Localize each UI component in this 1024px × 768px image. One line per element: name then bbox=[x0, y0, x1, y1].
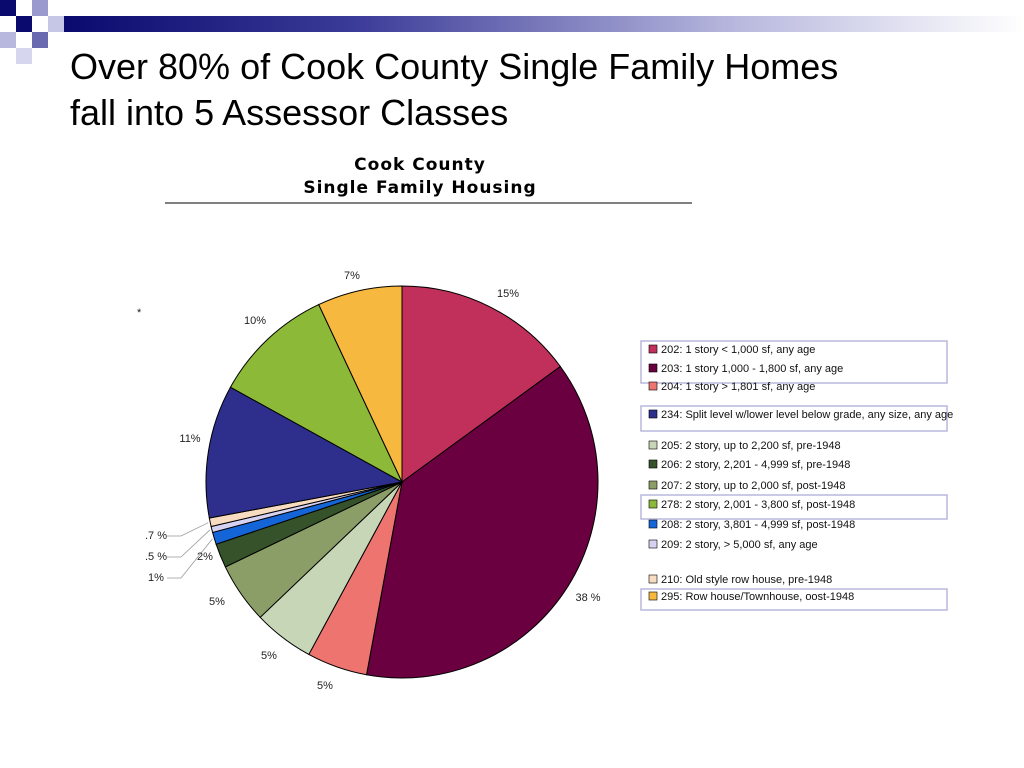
legend-label-207: 207: 2 story, up to 2,000 sf, post-1948 bbox=[661, 480, 845, 492]
chart-title: Cook County bbox=[354, 155, 486, 175]
leader-line-210 bbox=[167, 522, 209, 537]
slice-label-202: 15% bbox=[497, 288, 519, 300]
slice-label-203: 38 % bbox=[575, 592, 600, 604]
leader-line-208 bbox=[167, 538, 213, 579]
legend-label-234: 234: Split level w/lower level below gra… bbox=[661, 409, 953, 421]
corner-square-3 bbox=[16, 16, 32, 32]
slice-label-210: .7 % bbox=[145, 530, 167, 542]
pie-slice-278 bbox=[229, 303, 404, 484]
corner-square-5 bbox=[0, 32, 16, 48]
slice-label-295: 7% bbox=[344, 270, 360, 282]
pie-slices bbox=[205, 285, 599, 679]
slice-label-209: .5 % bbox=[145, 551, 167, 563]
leader-lines bbox=[167, 522, 213, 579]
slide-title-line-1: Over 80% of Cook County Single Family Ho… bbox=[70, 46, 839, 87]
legend-group-box bbox=[640, 340, 948, 384]
legend-swatch-295 bbox=[648, 591, 658, 601]
slice-label-278: 10% bbox=[244, 315, 266, 327]
slice-label-208: 1% bbox=[148, 572, 164, 584]
title-accent-bar bbox=[64, 16, 1024, 32]
legend-label-202: 202: 1 story < 1,000 sf, any age bbox=[661, 344, 815, 356]
legend-swatch-202 bbox=[648, 344, 658, 354]
chart-subtitle: Single Family Housing bbox=[303, 178, 536, 198]
legend-swatch-210 bbox=[648, 574, 658, 584]
slice-label-207: 5% bbox=[209, 596, 225, 608]
slide-title-line-2: fall into 5 Assessor Classes bbox=[70, 92, 509, 133]
legend-label-210: 210: Old style row house, pre-1948 bbox=[661, 574, 832, 586]
legend-swatch-209 bbox=[648, 539, 658, 549]
legend-swatch-234 bbox=[648, 409, 658, 419]
legend-label-208: 208: 2 story, 3,801 - 4,999 sf, post-194… bbox=[661, 519, 855, 531]
legend-swatch-207 bbox=[648, 480, 658, 490]
slide-title: Over 80% of Cook County Single Family Ho… bbox=[70, 44, 970, 136]
slice-labels: 15% 38 % 5% 5% 5% 2% 1% .5 % .7 % 11% 10% 7% bbox=[145, 270, 601, 692]
legend-swatch-206 bbox=[648, 459, 658, 469]
corner-square-4 bbox=[48, 16, 64, 32]
legend-label-206: 206: 2 story, 2,201 - 4,999 sf, pre-1948 bbox=[661, 459, 850, 471]
corner-square-1 bbox=[0, 0, 16, 16]
legend-swatch-203 bbox=[648, 363, 658, 373]
corner-square-7 bbox=[16, 48, 32, 64]
legend-swatch-204 bbox=[648, 381, 658, 391]
slice-label-234: 11% bbox=[179, 433, 200, 445]
legend-swatch-205 bbox=[648, 440, 658, 450]
legend-group-box bbox=[640, 494, 948, 520]
legend-group-box bbox=[640, 588, 948, 611]
chart-title-group: Cook County Single Family Housing bbox=[303, 155, 536, 198]
slice-label-204: 5% bbox=[317, 680, 333, 692]
legend-label-205: 205: 2 story, up to 2,200 sf, pre-1948 bbox=[661, 440, 841, 452]
legend-label-295: 295: Row house/Townhouse, oost-1948 bbox=[661, 591, 854, 603]
corner-square-2 bbox=[32, 0, 48, 16]
legend-label-204: 204: 1 story > 1,801 sf, any age bbox=[661, 381, 815, 393]
leader-line-209 bbox=[167, 529, 211, 558]
stray-mark: * bbox=[137, 307, 142, 319]
corner-square-6 bbox=[32, 32, 48, 48]
legend: 202: 1 story < 1,000 sf, any age 203: 1 s… bbox=[640, 340, 953, 611]
legend-label-203: 203: 1 story 1,000 - 1,800 sf, any age bbox=[661, 363, 843, 375]
legend-swatch-208 bbox=[648, 519, 658, 529]
legend-group-box bbox=[640, 405, 948, 432]
legend-swatch-278 bbox=[648, 499, 658, 509]
slice-label-205: 5% bbox=[261, 650, 277, 662]
pie-slice-202 bbox=[401, 285, 562, 483]
pie-slice-295 bbox=[318, 285, 403, 483]
pie-slice-234 bbox=[205, 386, 404, 519]
pie-slice-203 bbox=[365, 365, 599, 679]
legend-label-209: 209: 2 story, > 5,000 sf, any age bbox=[661, 539, 818, 551]
slice-label-206: 2% bbox=[197, 551, 213, 563]
legend-label-278: 278: 2 story, 2,001 - 3,800 sf, post-194… bbox=[661, 499, 855, 511]
